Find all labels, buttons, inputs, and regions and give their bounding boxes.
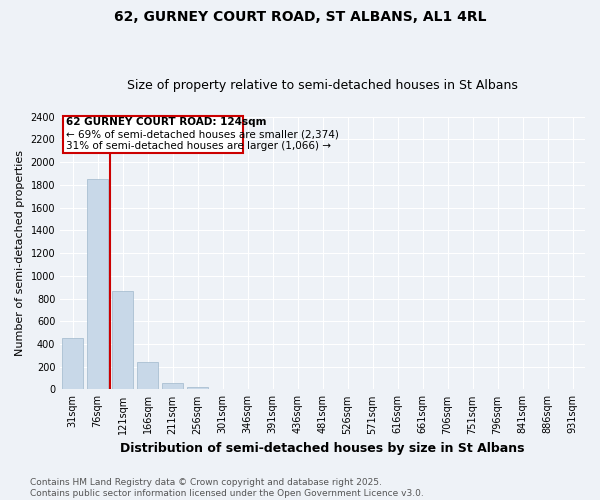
- Bar: [187, 386, 208, 390]
- Bar: [137, 362, 158, 390]
- Bar: [87, 180, 108, 390]
- Text: ← 69% of semi-detached houses are smaller (2,374): ← 69% of semi-detached houses are smalle…: [67, 130, 339, 140]
- X-axis label: Distribution of semi-detached houses by size in St Albans: Distribution of semi-detached houses by …: [121, 442, 525, 455]
- Text: Contains HM Land Registry data © Crown copyright and database right 2025.
Contai: Contains HM Land Registry data © Crown c…: [30, 478, 424, 498]
- Title: Size of property relative to semi-detached houses in St Albans: Size of property relative to semi-detach…: [127, 79, 518, 92]
- Text: 62, GURNEY COURT ROAD, ST ALBANS, AL1 4RL: 62, GURNEY COURT ROAD, ST ALBANS, AL1 4R…: [114, 10, 486, 24]
- FancyBboxPatch shape: [62, 116, 242, 153]
- Text: 31% of semi-detached houses are larger (1,066) →: 31% of semi-detached houses are larger (…: [67, 141, 331, 151]
- Y-axis label: Number of semi-detached properties: Number of semi-detached properties: [15, 150, 25, 356]
- Bar: [112, 290, 133, 390]
- Text: 62 GURNEY COURT ROAD: 124sqm: 62 GURNEY COURT ROAD: 124sqm: [67, 118, 267, 128]
- Bar: [62, 338, 83, 390]
- Bar: [162, 383, 183, 390]
